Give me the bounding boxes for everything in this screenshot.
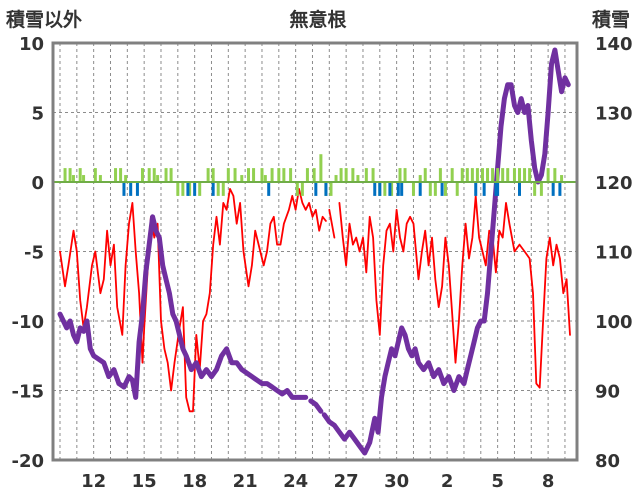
x-tick-label: 12 bbox=[81, 471, 106, 492]
chart-title: 無意根 bbox=[289, 8, 346, 31]
y-left-tick-label: 5 bbox=[31, 104, 44, 125]
y-left-tick-label: 10 bbox=[19, 34, 44, 55]
x-tick-label: 8 bbox=[542, 471, 555, 492]
x-tick-label: 21 bbox=[233, 471, 258, 492]
y-right-tick-label: 110 bbox=[595, 243, 633, 264]
y-right-tick-label: 90 bbox=[595, 382, 620, 403]
y-right-tick-label: 130 bbox=[595, 104, 633, 125]
x-tick-label: 2 bbox=[441, 471, 454, 492]
x-tick-label: 30 bbox=[384, 471, 409, 492]
plot-area-frame bbox=[51, 41, 579, 462]
x-tick-label: 5 bbox=[491, 471, 504, 492]
right-axis-title: 積雪 bbox=[592, 8, 630, 31]
snow-line bbox=[321, 47, 571, 456]
snow-line bbox=[57, 214, 309, 400]
snow-line bbox=[308, 398, 324, 414]
temp-line bbox=[328, 208, 336, 239]
x-tick-label: 18 bbox=[182, 471, 207, 492]
y-left-tick-label: -15 bbox=[11, 382, 44, 403]
y-left-tick-label: -10 bbox=[11, 312, 44, 333]
y-right-tick-label: 120 bbox=[595, 173, 633, 194]
temp-line bbox=[59, 187, 327, 413]
x-tick-label: 15 bbox=[132, 471, 157, 492]
temp-line bbox=[338, 194, 571, 389]
y-right-tick-label: 80 bbox=[595, 451, 620, 472]
y-left-tick-label: 0 bbox=[31, 173, 44, 194]
x-tick-label: 27 bbox=[334, 471, 359, 492]
y-left-tick-label: -20 bbox=[11, 451, 44, 472]
y-right-tick-label: 140 bbox=[595, 34, 633, 55]
y-right-tick-label: 100 bbox=[595, 312, 633, 333]
x-tick-label: 24 bbox=[283, 471, 308, 492]
y-left-tick-label: -5 bbox=[24, 243, 44, 264]
tick-labels: 10 5 0 -5 -10 -15 -20 140 130 120 110 100 90 80 12 15 18… bbox=[11, 34, 632, 492]
data-marks bbox=[53, 47, 577, 456]
left-axis-title: 積雪以外 bbox=[6, 8, 82, 31]
